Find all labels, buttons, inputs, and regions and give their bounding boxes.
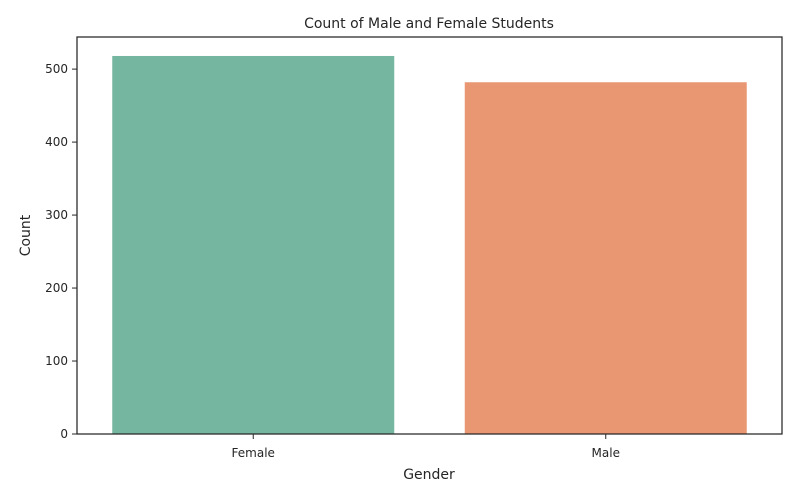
y-tick-label: 400: [45, 135, 68, 149]
y-tick-label: 200: [45, 281, 68, 295]
y-tick-label: 300: [45, 208, 68, 222]
chart-title: Count of Male and Female Students: [304, 16, 554, 32]
bar-female: [112, 55, 395, 434]
y-tick-label: 500: [45, 62, 68, 76]
bar-male: [464, 82, 747, 434]
y-tick-label: 0: [60, 427, 68, 441]
x-tick-label: Male: [592, 446, 620, 460]
y-axis-label: Count: [18, 214, 34, 256]
plot-frame: [76, 36, 783, 435]
x-axis-label: Gender: [403, 467, 455, 483]
y-tick-label: 100: [45, 354, 68, 368]
plot-area: 0 100 200 300 400 500 Female Male: [45, 55, 747, 460]
x-tick-label: Female: [232, 446, 275, 460]
